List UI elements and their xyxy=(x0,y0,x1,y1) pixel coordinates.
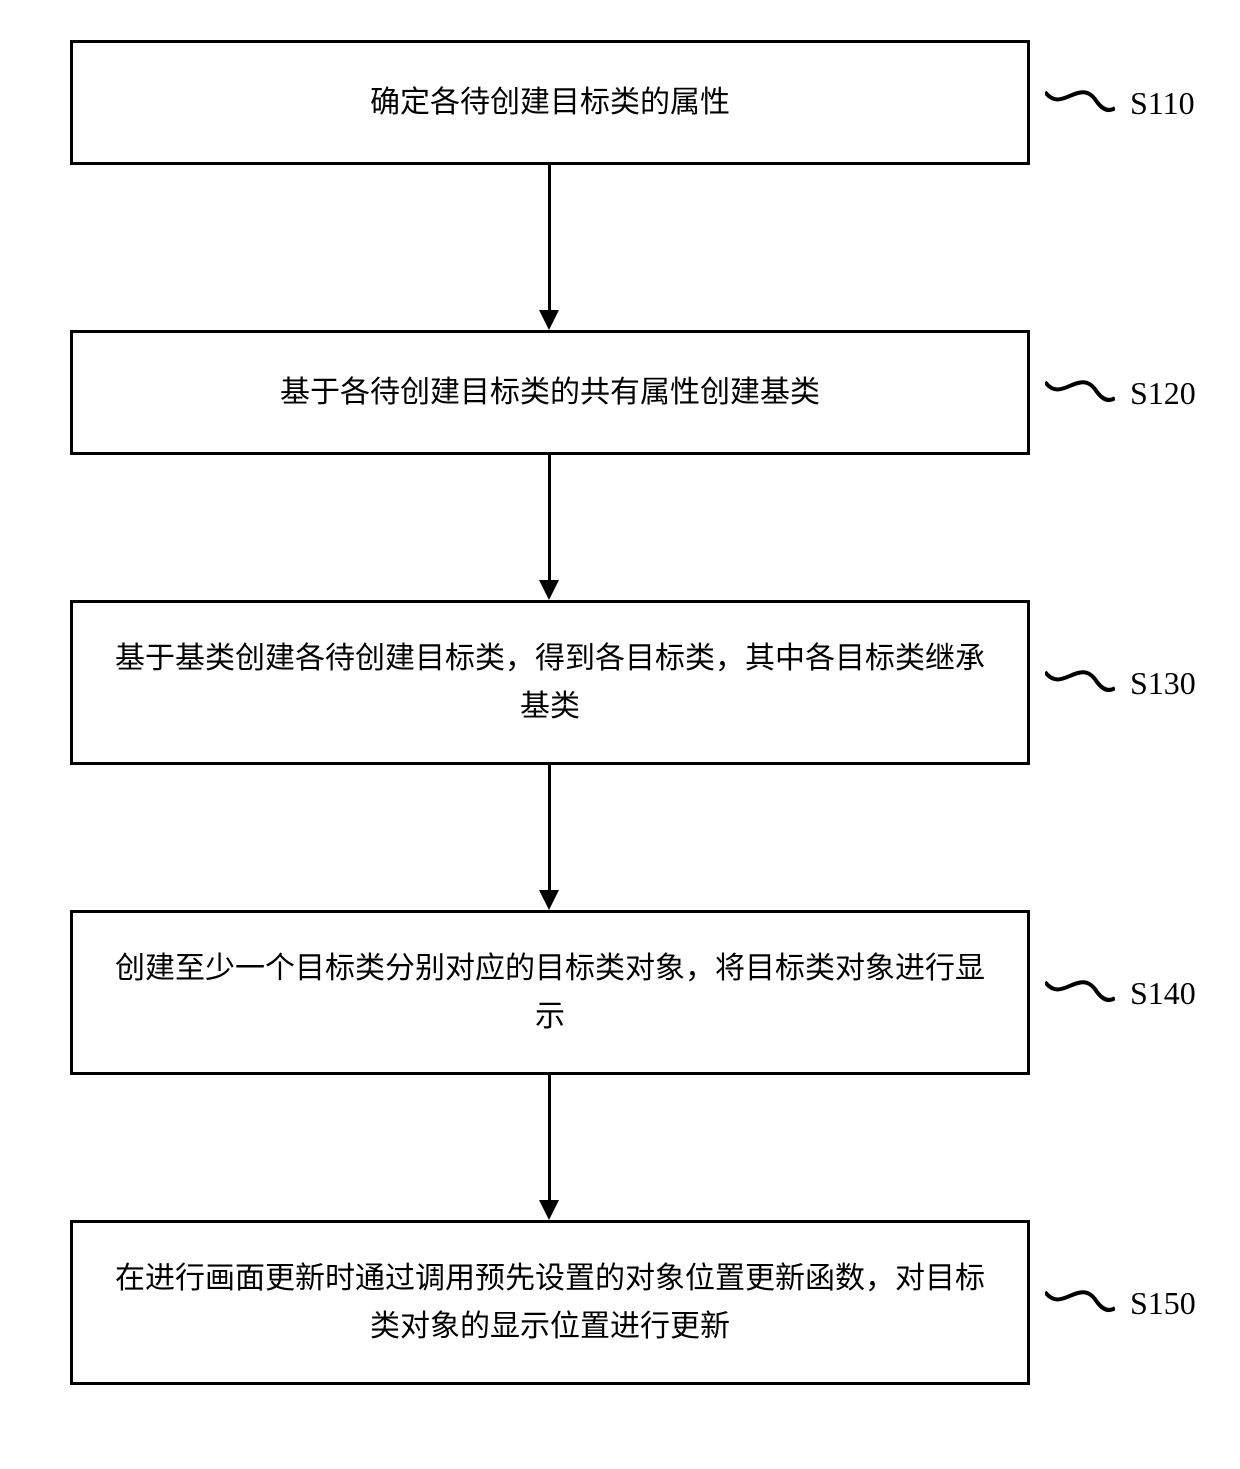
arrow-head-icon xyxy=(539,890,559,910)
step-label-s120: S120 xyxy=(1130,375,1196,412)
tilde-connector xyxy=(1045,370,1115,410)
tilde-connector xyxy=(1045,970,1115,1010)
step-box-s110: 确定各待创建目标类的属性 xyxy=(70,40,1030,165)
tilde-connector xyxy=(1045,1280,1115,1320)
step-text: 确定各待创建目标类的属性 xyxy=(370,79,730,127)
arrow-head-icon xyxy=(539,310,559,330)
step-box-s120: 基于各待创建目标类的共有属性创建基类 xyxy=(70,330,1030,455)
step-text: 基于各待创建目标类的共有属性创建基类 xyxy=(280,369,820,417)
arrow-line xyxy=(548,765,551,890)
step-text: 基于基类创建各待创建目标类，得到各目标类，其中各目标类继承基类 xyxy=(103,635,997,731)
arrow-head-icon xyxy=(539,580,559,600)
flowchart-canvas: 确定各待创建目标类的属性 S110 基于各待创建目标类的共有属性创建基类 S12… xyxy=(0,0,1240,1469)
step-box-s150: 在进行画面更新时通过调用预先设置的对象位置更新函数，对目标类对象的显示位置进行更… xyxy=(70,1220,1030,1385)
step-label-s140: S140 xyxy=(1130,975,1196,1012)
tilde-connector xyxy=(1045,80,1115,120)
step-box-s140: 创建至少一个目标类分别对应的目标类对象，将目标类对象进行显示 xyxy=(70,910,1030,1075)
arrow-head-icon xyxy=(539,1200,559,1220)
step-text: 在进行画面更新时通过调用预先设置的对象位置更新函数，对目标类对象的显示位置进行更… xyxy=(103,1255,997,1351)
arrow-line xyxy=(548,455,551,580)
arrow-line xyxy=(548,165,551,310)
step-text: 创建至少一个目标类分别对应的目标类对象，将目标类对象进行显示 xyxy=(103,945,997,1041)
tilde-connector xyxy=(1045,660,1115,700)
arrow-line xyxy=(548,1075,551,1200)
step-label-s150: S150 xyxy=(1130,1285,1196,1322)
step-label-s110: S110 xyxy=(1130,85,1195,122)
step-box-s130: 基于基类创建各待创建目标类，得到各目标类，其中各目标类继承基类 xyxy=(70,600,1030,765)
step-label-s130: S130 xyxy=(1130,665,1196,702)
